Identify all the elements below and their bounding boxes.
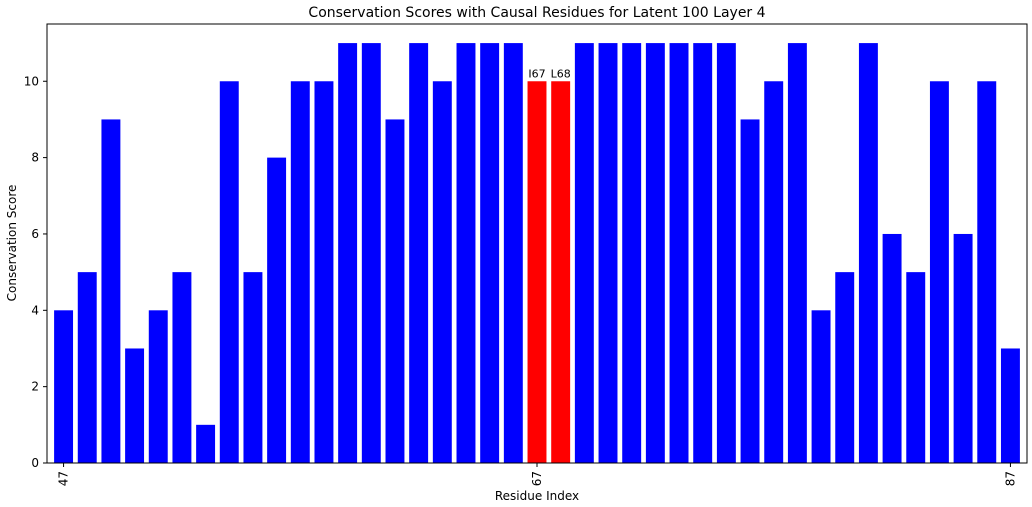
bar-82 xyxy=(882,233,902,463)
bar-54 xyxy=(219,81,239,464)
bar-81 xyxy=(858,43,878,464)
x-tick-label-47: 47 xyxy=(57,471,71,486)
bar-75 xyxy=(716,43,736,464)
bar-66 xyxy=(503,43,523,464)
bar-72 xyxy=(645,43,665,464)
bar-77 xyxy=(764,81,784,464)
bar-69 xyxy=(574,43,594,464)
bar-53 xyxy=(196,424,216,463)
bar-48 xyxy=(77,272,97,463)
y-tick-label-10: 10 xyxy=(24,74,39,88)
y-axis-ticks: 0 2 4 6 8 10 xyxy=(24,74,47,470)
bar-67 xyxy=(527,81,547,464)
bar-79 xyxy=(811,310,831,463)
bar-85 xyxy=(953,233,973,463)
bar-76 xyxy=(740,119,760,463)
chart-title: Conservation Scores with Causal Residues… xyxy=(308,5,765,21)
bar-56 xyxy=(267,157,287,463)
y-tick-label-8: 8 xyxy=(31,151,39,165)
y-tick-label-0: 0 xyxy=(31,456,39,470)
bar-83 xyxy=(906,272,926,463)
bar-50 xyxy=(125,348,145,463)
y-axis-label: Conservation Score xyxy=(5,185,19,302)
x-tick-label-87: 87 xyxy=(1003,471,1017,486)
bar-80 xyxy=(835,272,855,463)
y-tick-label-2: 2 xyxy=(31,380,39,394)
bar-51 xyxy=(148,310,168,463)
bar-73 xyxy=(669,43,689,464)
bar-59 xyxy=(338,43,358,464)
bar-68 xyxy=(551,81,571,464)
bar-70 xyxy=(598,43,618,464)
bar-64 xyxy=(456,43,476,464)
bar-78 xyxy=(787,43,807,464)
y-tick-label-6: 6 xyxy=(31,227,39,241)
bar-labels-group: I67 L68 xyxy=(528,67,570,80)
x-axis-label: Residue Index xyxy=(495,489,579,503)
x-axis-ticks: 47 67 87 xyxy=(57,463,1017,486)
bar-58 xyxy=(314,81,334,464)
bar-60 xyxy=(361,43,381,464)
bar-65 xyxy=(480,43,500,464)
y-tick-label-4: 4 xyxy=(31,303,39,317)
bar-84 xyxy=(929,81,949,464)
bar-49 xyxy=(101,119,121,463)
bar-87 xyxy=(1000,348,1020,463)
bar-52 xyxy=(172,272,192,463)
bar-62 xyxy=(409,43,429,464)
bars-group xyxy=(54,43,1020,464)
bar-86 xyxy=(977,81,997,464)
bar-63 xyxy=(432,81,452,464)
bar-label-67: I67 xyxy=(528,67,545,80)
bar-61 xyxy=(385,119,405,463)
bar-74 xyxy=(693,43,713,464)
plot-frame xyxy=(46,23,1028,464)
bar-71 xyxy=(622,43,642,464)
bar-57 xyxy=(290,81,310,464)
bar-55 xyxy=(243,272,263,463)
x-tick-label-67: 67 xyxy=(530,471,544,486)
bar-47 xyxy=(54,310,74,463)
bar-label-68: L68 xyxy=(551,67,571,80)
